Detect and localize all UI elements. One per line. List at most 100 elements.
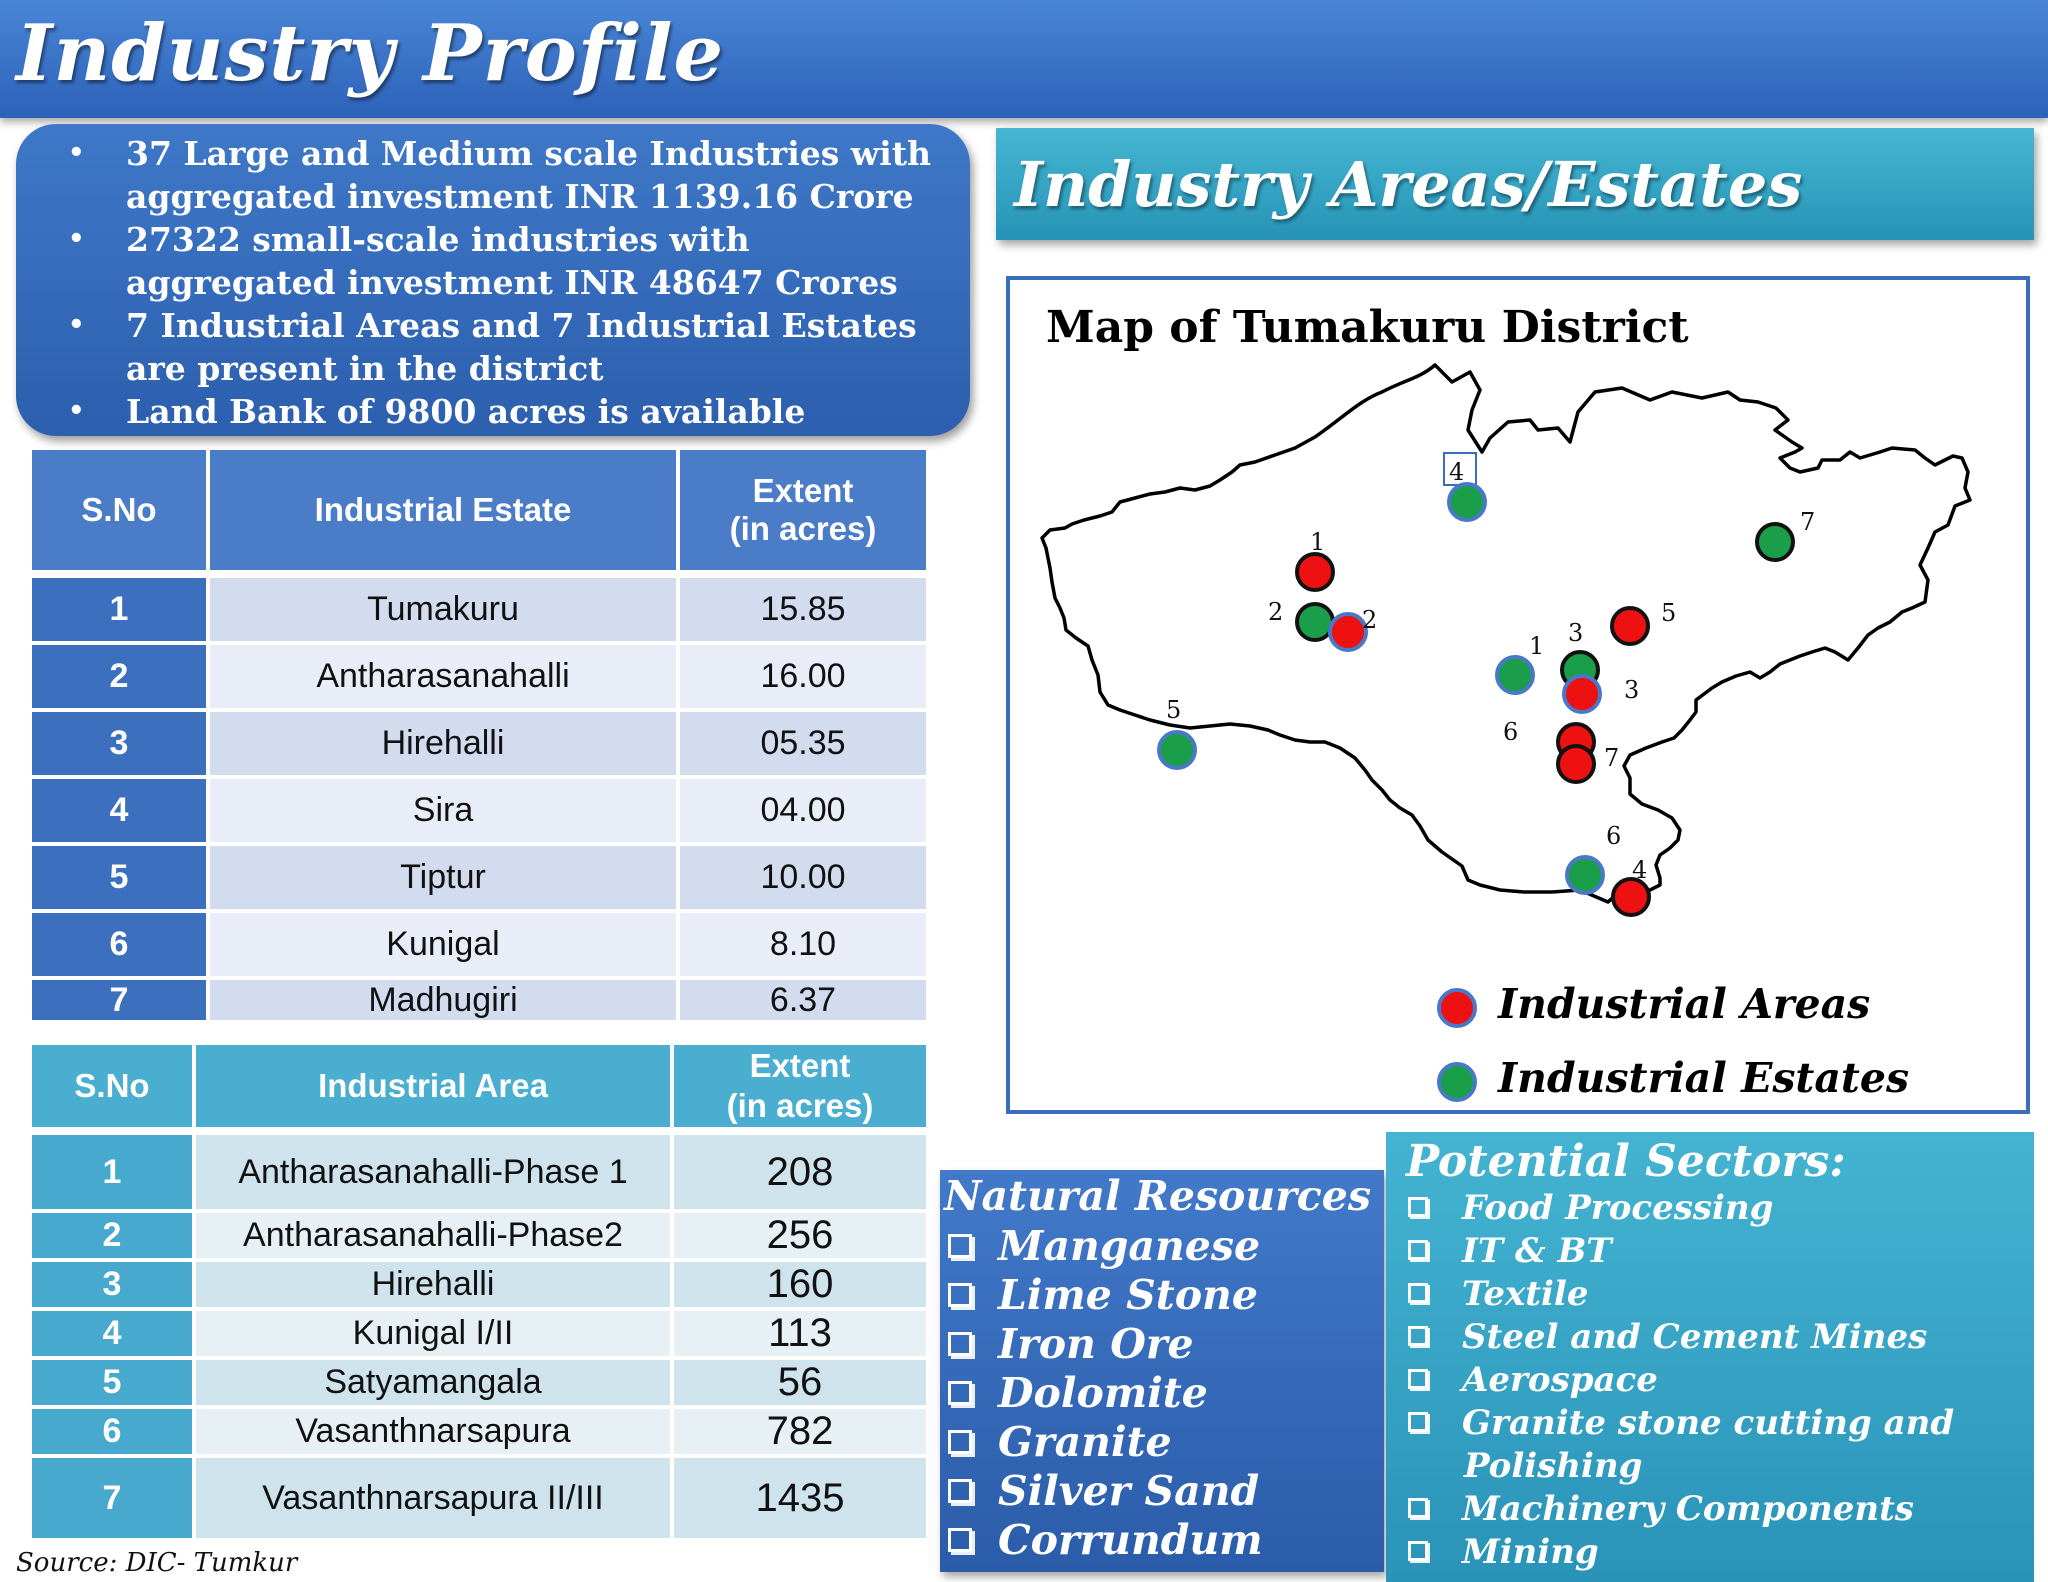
cell-name: Tumakuru: [210, 578, 680, 645]
cell-sno: 5: [32, 1360, 196, 1409]
checkbox-icon: [948, 1283, 972, 1307]
sector-item: Aerospace: [1408, 1360, 1658, 1400]
legend-estate-marker: [1437, 1062, 1477, 1102]
resource-item: Dolomite: [948, 1369, 1208, 1417]
table-header-row: S.No Industrial Area Extent (in acres): [32, 1045, 930, 1135]
bullet-icon: •: [68, 310, 85, 340]
area-number-1: 1: [1310, 528, 1325, 556]
cell-extent: 10.00: [680, 846, 930, 913]
cell-name: Kunigal: [210, 913, 680, 980]
cell-name: Vasanthnarsapura II/III: [196, 1458, 674, 1542]
highlights-list: • 37 Large and Medium scale Industries wi…: [16, 124, 970, 433]
cell-sno: 5: [32, 846, 210, 913]
table-row: 3 Hirehalli 160: [32, 1262, 930, 1311]
table-row: 4 Kunigal I/II 113: [32, 1311, 930, 1360]
checkbox-icon: [1408, 1541, 1428, 1561]
area-marker-5: [1610, 606, 1650, 646]
header-sno: S.No: [32, 450, 210, 578]
checkbox-icon: [1408, 1412, 1428, 1432]
table-row: 4 Sira 04.00: [32, 779, 930, 846]
table-row: 7 Vasanthnarsapura II/III 1435: [32, 1458, 930, 1542]
legend-area-marker: [1437, 988, 1477, 1028]
checkbox-icon: [1408, 1498, 1428, 1518]
area-marker-2: [1328, 612, 1368, 652]
natural-resources-panel: Natural Resources Manganese Lime Stone I…: [940, 1170, 1384, 1572]
estate-number-1: 1: [1529, 632, 1544, 660]
header-industrial-area: Industrial Area: [196, 1045, 674, 1135]
cell-sno: 1: [32, 578, 210, 645]
industrial-estates-table: S.No Industrial Estate Extent (in acres) …: [32, 450, 930, 1024]
cell-sno: 6: [32, 913, 210, 980]
checkbox-icon: [948, 1528, 972, 1552]
cell-extent: 6.37: [680, 980, 930, 1024]
checkbox-icon: [1408, 1326, 1428, 1346]
table-row: 3 Hirehalli 05.35: [32, 712, 930, 779]
resource-item: Manganese: [948, 1222, 1260, 1270]
cell-extent: 16.00: [680, 645, 930, 712]
header-bar: Industry Profile: [0, 0, 2048, 118]
cell-extent: 782: [674, 1409, 930, 1458]
header-industrial-estate: Industrial Estate: [210, 450, 680, 578]
map-title: Map of Tumakuru District: [1046, 302, 1689, 353]
cell-extent: 256: [674, 1213, 930, 1262]
page-title: Industry Profile: [16, 8, 725, 99]
table-row: 6 Kunigal 8.10: [32, 913, 930, 980]
sector-item-continued: Polishing: [1464, 1446, 1643, 1486]
estate-marker-2: [1295, 602, 1335, 642]
area-marker-3: [1562, 674, 1602, 714]
cell-sno: 4: [32, 779, 210, 846]
area-marker-1: [1295, 552, 1335, 592]
area-number-3: 3: [1624, 676, 1639, 704]
bullet-icon: •: [68, 224, 85, 254]
cell-extent: 113: [674, 1311, 930, 1360]
cell-sno: 6: [32, 1409, 196, 1458]
sector-item: Food Processing: [1408, 1188, 1773, 1228]
cell-sno: 2: [32, 645, 210, 712]
areas-estates-banner: Industry Areas/Estates: [996, 128, 2034, 240]
sector-item: Machinery Components: [1408, 1489, 1914, 1529]
cell-extent: 05.35: [680, 712, 930, 779]
cell-name: Antharasanahalli: [210, 645, 680, 712]
checkbox-icon: [1408, 1197, 1428, 1217]
estate-number-2: 2: [1268, 598, 1283, 626]
checkbox-icon: [1408, 1240, 1428, 1260]
cell-sno: 3: [32, 712, 210, 779]
sector-item: Steel and Cement Mines: [1408, 1317, 1927, 1357]
estate-marker-6: [1565, 855, 1605, 895]
area-number-6: 6: [1503, 718, 1518, 746]
legend-areas-label: Industrial Areas: [1498, 980, 1871, 1028]
district-outline: [1040, 363, 1972, 904]
cell-name: Antharasanahalli-Phase 1: [196, 1135, 674, 1213]
resource-item: Corrundum: [948, 1516, 1263, 1564]
cell-name: Sira: [210, 779, 680, 846]
resource-item: Granite: [948, 1418, 1172, 1466]
cell-extent: 160: [674, 1262, 930, 1311]
highlight-item: • 27322 small-scale industries with aggre…: [68, 220, 898, 302]
estate-marker-5: [1157, 730, 1197, 770]
sector-item: IT & BT: [1408, 1231, 1612, 1271]
cell-extent: 56: [674, 1360, 930, 1409]
estate-number-5: 5: [1166, 696, 1181, 724]
highlight-item: • 7 Industrial Areas and 7 Industrial Est…: [68, 306, 917, 388]
cell-name: Vasanthnarsapura: [196, 1409, 674, 1458]
potential-sectors-panel: Potential Sectors: Food Processing IT & …: [1386, 1132, 2034, 1582]
estate-number-3: 3: [1568, 619, 1583, 647]
table-row: 1 Antharasanahalli-Phase 1 208: [32, 1135, 930, 1213]
sector-item: Mining: [1408, 1532, 1599, 1572]
cell-extent: 04.00: [680, 779, 930, 846]
highlights-box: • 37 Large and Medium scale Industries wi…: [16, 124, 970, 436]
bullet-icon: •: [68, 396, 85, 426]
sector-item: Textile: [1408, 1274, 1588, 1314]
cell-extent: 8.10: [680, 913, 930, 980]
highlight-item: • Land Bank of 9800 acres is available: [68, 392, 806, 431]
table-row: 5 Satyamangala 56: [32, 1360, 930, 1409]
cell-name: Madhugiri: [210, 980, 680, 1024]
table-header-row: S.No Industrial Estate Extent (in acres): [32, 450, 930, 578]
source-note: Source: DIC- Tumkur: [16, 1548, 298, 1578]
table-row: 6 Vasanthnarsapura 782: [32, 1409, 930, 1458]
estate-marker-7: [1755, 522, 1795, 562]
estate-number-7: 7: [1800, 508, 1815, 536]
table-row: 7 Madhugiri 6.37: [32, 980, 930, 1024]
potential-sectors-title: Potential Sectors:: [1406, 1136, 1846, 1187]
cell-name: Tiptur: [210, 846, 680, 913]
